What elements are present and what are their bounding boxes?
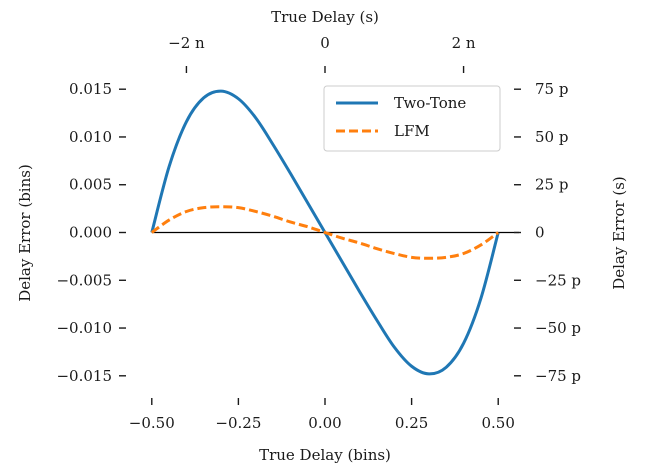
right-axis-label: Delay Error (s)	[610, 176, 628, 290]
series-line-lfm	[150, 205, 500, 260]
right-tick-label: 0	[535, 224, 545, 242]
legend-label-two-tone: Two-Tone	[394, 94, 466, 112]
y-tick-label: 0.015	[69, 80, 112, 98]
x-tick-label: 0.00	[308, 414, 341, 432]
x-tick-label: −0.50	[129, 414, 175, 432]
plot-marks: −0.50 −0.25 0.00 0.25 0.50 −2 n 0 2 n 0.015 0.010…	[56, 34, 581, 432]
right-tick-label: 50 p	[535, 128, 568, 146]
top-axis-label: True Delay (s)	[271, 8, 379, 26]
right-tick-label: −50 p	[535, 319, 581, 337]
legend: Two-Tone LFM	[323, 85, 501, 152]
top-tick-label: 0	[320, 34, 330, 52]
x-tick-label: 0.25	[395, 414, 428, 432]
y-tick-label: −0.010	[56, 319, 112, 337]
y-tick-label: 0.005	[69, 176, 112, 194]
top-tick-label: −2 n	[168, 34, 205, 52]
legend-label-lfm: LFM	[394, 122, 430, 140]
top-tick-label: 2 n	[452, 34, 476, 52]
right-tick-label: 25 p	[535, 176, 568, 194]
y-tick-label: 0.000	[69, 224, 112, 242]
x-tick-label: 0.50	[482, 414, 515, 432]
right-tick-label: −75 p	[535, 367, 581, 385]
y-tick-label: −0.015	[56, 367, 112, 385]
y-tick-label: 0.010	[69, 128, 112, 146]
right-tick-label: 75 p	[535, 80, 568, 98]
right-tick-label: −25 p	[535, 271, 581, 289]
x-axis-label: True Delay (bins)	[259, 446, 391, 464]
y-tick-label: −0.005	[56, 271, 112, 289]
y-axis-label: Delay Error (bins)	[16, 164, 34, 302]
x-tick-label: −0.25	[215, 414, 261, 432]
